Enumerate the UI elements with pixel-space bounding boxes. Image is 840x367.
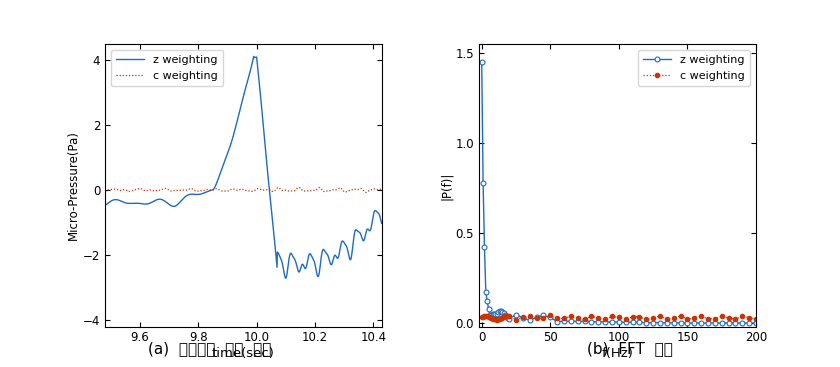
z weighting bbox=[480, 245, 490, 250]
z weighting bbox=[476, 60, 486, 64]
z weighting bbox=[751, 321, 761, 325]
Line: z weighting: z weighting bbox=[480, 59, 759, 326]
z weighting bbox=[627, 320, 638, 324]
Line: c weighting: c weighting bbox=[105, 188, 381, 192]
Line: c weighting: c weighting bbox=[480, 313, 758, 322]
Legend: z weighting, c weighting: z weighting, c weighting bbox=[111, 50, 223, 86]
z weighting bbox=[675, 321, 685, 325]
z weighting bbox=[497, 310, 507, 314]
c weighting bbox=[337, 187, 347, 192]
c weighting bbox=[307, 188, 318, 193]
c weighting bbox=[222, 189, 232, 193]
c weighting bbox=[335, 186, 345, 190]
z weighting bbox=[222, 152, 232, 157]
Y-axis label: Micro-Pressure(Pa): Micro-Pressure(Pa) bbox=[67, 130, 80, 240]
z weighting bbox=[100, 203, 110, 207]
Text: (b)  FFT  분석: (b) FFT 분석 bbox=[587, 341, 673, 356]
c weighting bbox=[164, 188, 174, 192]
c weighting bbox=[499, 314, 509, 319]
c weighting bbox=[538, 316, 549, 320]
z weighting bbox=[634, 320, 644, 324]
c weighting bbox=[648, 315, 659, 320]
c weighting bbox=[480, 314, 491, 318]
c weighting bbox=[641, 317, 651, 321]
Text: (a)  미기압파  펙스  신호: (a) 미기압파 펙스 신호 bbox=[149, 341, 271, 356]
c weighting bbox=[480, 314, 490, 318]
z weighting bbox=[335, 244, 345, 248]
c weighting bbox=[294, 185, 304, 190]
c weighting bbox=[476, 315, 486, 319]
c weighting bbox=[100, 189, 110, 194]
Y-axis label: |P(f)|: |P(f)| bbox=[439, 171, 453, 200]
z weighting bbox=[281, 276, 291, 280]
z weighting bbox=[338, 239, 348, 243]
Legend: z weighting, c weighting: z weighting, c weighting bbox=[638, 50, 750, 86]
X-axis label: time(sec): time(sec) bbox=[212, 347, 275, 360]
Line: z weighting: z weighting bbox=[105, 57, 381, 278]
z weighting bbox=[249, 54, 259, 59]
c weighting bbox=[159, 187, 169, 191]
c weighting bbox=[376, 187, 386, 191]
c weighting bbox=[361, 190, 371, 195]
z weighting bbox=[164, 202, 174, 206]
X-axis label: f(Hz): f(Hz) bbox=[601, 347, 633, 360]
c weighting bbox=[751, 317, 761, 321]
z weighting bbox=[532, 315, 542, 320]
z weighting bbox=[159, 198, 169, 203]
z weighting bbox=[480, 290, 491, 295]
z weighting bbox=[308, 257, 318, 261]
z weighting bbox=[376, 221, 386, 226]
c weighting bbox=[545, 313, 555, 317]
c weighting bbox=[491, 317, 501, 322]
